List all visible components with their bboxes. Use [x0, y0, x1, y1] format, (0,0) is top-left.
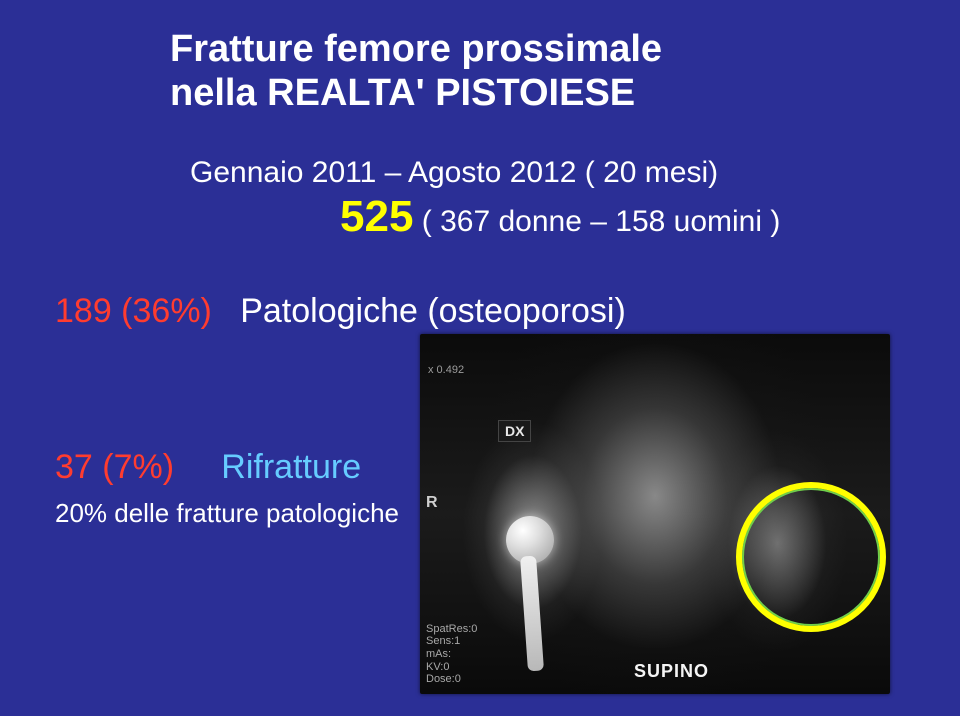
rifratture-line: 37 (7%) Rifratture [55, 448, 361, 487]
rifratture-count: 37 (7%) [55, 448, 174, 486]
dx-label: DX [498, 420, 531, 442]
supino-label: SUPINO [634, 661, 709, 682]
xray-image: DX R SUPINO x 0.492 SpatRes:0 Sens:1 mAs… [420, 334, 890, 694]
period-text: Gennaio 2011 – Agosto 2012 ( 20 mesi) [190, 156, 780, 190]
title-line2: nella REALTA' PISTOIESE [170, 72, 662, 116]
breakdown-text: ( 367 donne – 158 uomini ) [422, 205, 781, 238]
xray-top-meta: x 0.492 [428, 364, 464, 376]
slide: Fratture femore prossimale nella REALTA'… [0, 0, 960, 716]
total-line: 525 ( 367 donne – 158 uomini ) [340, 192, 780, 242]
patologiche-label: Patologiche (osteoporosi) [240, 292, 626, 330]
fracture-circle-marker [736, 482, 886, 632]
meta-line: Dose:0 [426, 673, 477, 686]
total-number: 525 [340, 192, 413, 241]
r-label: R [426, 494, 438, 512]
subnote-text: 20% delle fratture patologiche [55, 498, 399, 529]
xray-bottom-meta: SpatRes:0 Sens:1 mAs: KV:0 Dose:0 [426, 623, 477, 686]
slide-title: Fratture femore prossimale nella REALTA'… [170, 28, 662, 115]
title-line1: Fratture femore prossimale [170, 28, 662, 72]
patologiche-count: 189 (36%) [55, 292, 212, 330]
meta-line: Sens:1 [426, 635, 477, 648]
rifratture-label: Rifratture [221, 448, 361, 486]
meta-line: SpatRes:0 [426, 623, 477, 636]
patologiche-line: 189 (36%) Patologiche (osteoporosi) [55, 292, 626, 331]
meta-line: KV:0 [426, 661, 477, 674]
stats-block: Gennaio 2011 – Agosto 2012 ( 20 mesi) 52… [190, 156, 780, 242]
meta-line: mAs: [426, 648, 477, 661]
